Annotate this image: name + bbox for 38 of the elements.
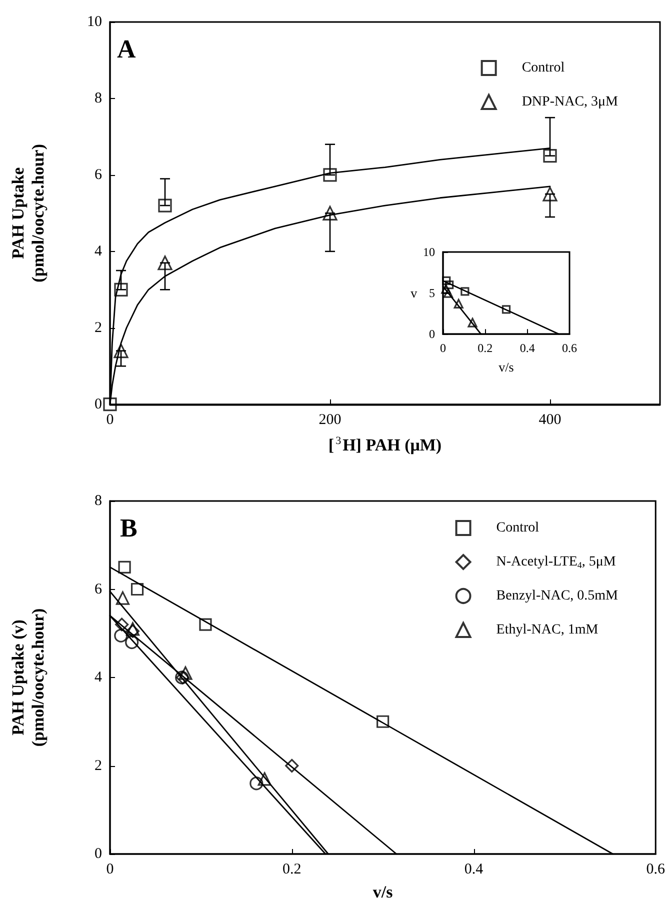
x-tick-label: 0 bbox=[440, 341, 446, 356]
annotation: B bbox=[120, 514, 138, 542]
y-tick-label: 2 bbox=[94, 320, 102, 336]
x-axis-title: v/s bbox=[372, 882, 394, 902]
y-tick-label: 8 bbox=[94, 90, 102, 106]
y-axis-title: PAH Uptake (v) (pmol/oocyte.hour) bbox=[8, 608, 48, 747]
y-tick-label: 4 bbox=[94, 670, 102, 686]
x-tick-label: 0 bbox=[106, 862, 114, 878]
y-axis-title: v bbox=[410, 286, 418, 301]
x-tick-label: 0.4 bbox=[520, 341, 535, 356]
y-tick-label: 6 bbox=[94, 581, 102, 598]
x-tick-label: 0.4 bbox=[464, 862, 484, 878]
x-tick-label: 200 bbox=[318, 412, 342, 428]
y-tick-label: 0 bbox=[429, 327, 435, 342]
x-tick-label: 0 bbox=[106, 412, 114, 428]
legend-label: Control bbox=[500, 60, 565, 76]
x-axis-title: v/s bbox=[498, 360, 514, 374]
x-tick-label: 400 bbox=[538, 412, 562, 428]
y-axis-title: PAH Uptake (pmol/oocyte.hour) bbox=[8, 144, 48, 282]
legend-label: Ethyl-NAC, 1mM bbox=[475, 622, 599, 638]
legend-label: N-Acetyl-LTE4, 5μM bbox=[475, 554, 616, 570]
y-tick-label: 6 bbox=[94, 166, 102, 183]
y-tick-label: 2 bbox=[94, 758, 102, 774]
annotation: A bbox=[117, 34, 136, 64]
y-tick-label: 8 bbox=[94, 493, 102, 509]
legend-label: DNP-NAC, 3μM bbox=[500, 94, 619, 110]
y-tick-label: 0 bbox=[94, 396, 102, 412]
y-tick-label: 5 bbox=[429, 286, 435, 300]
legend-label: Control bbox=[475, 520, 540, 536]
legend-label: Benzyl-NAC, 0.5mM bbox=[475, 588, 619, 604]
x-tick-label: 0.2 bbox=[478, 341, 493, 356]
y-tick-label: 0 bbox=[94, 846, 102, 862]
y-tick-label: 4 bbox=[94, 243, 102, 260]
x-tick-label: 0.6 bbox=[562, 341, 577, 356]
x-tick-label: 0.2 bbox=[282, 862, 302, 878]
y-tick-label: 10 bbox=[423, 245, 435, 259]
y-tick-label: 10 bbox=[87, 14, 102, 30]
x-tick-label: 0.6 bbox=[646, 862, 666, 878]
